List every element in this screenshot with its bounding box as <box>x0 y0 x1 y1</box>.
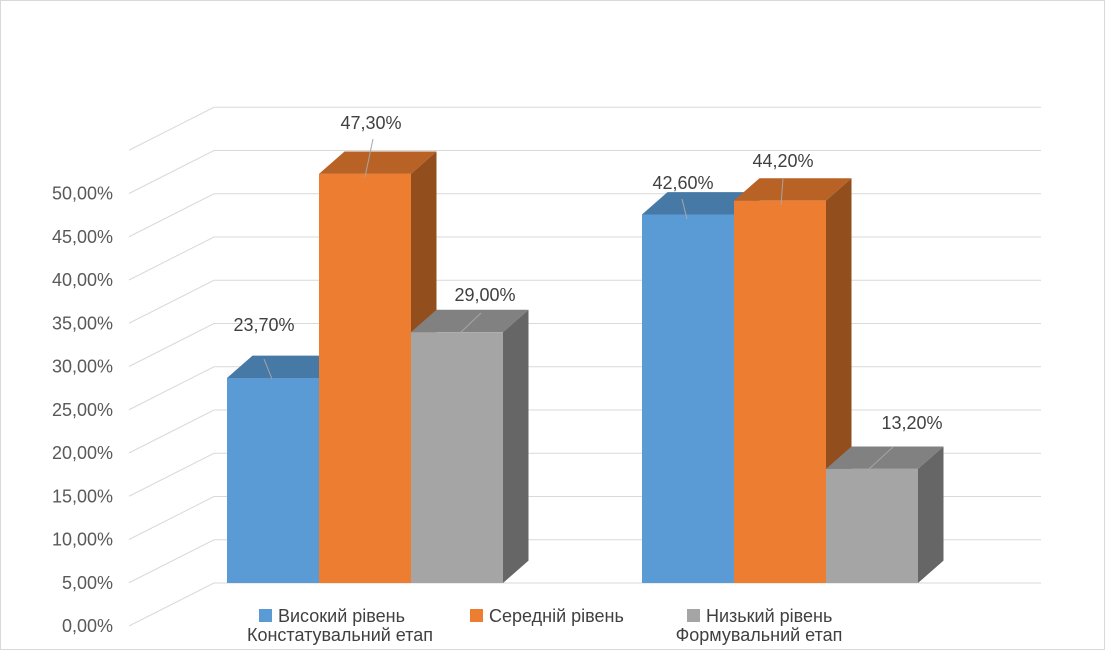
data-label: 23,70% <box>233 315 294 335</box>
data-label-leader <box>681 198 688 220</box>
gridline <box>128 236 1041 281</box>
bar-top <box>319 151 437 174</box>
legend-item: Середній рівень <box>470 606 624 626</box>
bar-front <box>734 200 826 584</box>
bar-top <box>227 355 345 378</box>
gridline <box>128 106 1041 151</box>
data-label-leader <box>868 446 894 470</box>
bar-front <box>227 377 319 583</box>
data-label: 29,00% <box>454 285 515 305</box>
data-label: 44,20% <box>752 151 813 171</box>
y-tick-label: 20,00% <box>52 443 113 463</box>
data-label: 47,30% <box>340 113 401 133</box>
bar-top <box>826 446 944 469</box>
y-axis: 0,00% 5,00% 10,00% 15,00% 20,00% 25,00% 30,00%… <box>52 184 113 637</box>
data-label-leader <box>364 138 374 178</box>
bar-3-2 <box>826 446 944 583</box>
legend-item: Низький рівень <box>687 606 832 626</box>
y-tick-label: 15,00% <box>52 486 113 506</box>
y-tick-label: 0,00% <box>62 616 113 636</box>
data-labels: 23,70% 42,60% 47,30% 44,20% 29,00% 13,20% <box>233 113 943 470</box>
data-label-leader <box>458 312 482 335</box>
bar-top <box>411 309 529 333</box>
legend-label: Низький рівень <box>706 606 832 626</box>
gridline <box>128 193 1041 238</box>
y-tick-label: 40,00% <box>52 270 113 290</box>
bars <box>227 151 944 584</box>
y-tick-label: 30,00% <box>52 357 113 377</box>
data-label-leader <box>780 178 784 206</box>
y-tick-label: 5,00% <box>62 573 113 593</box>
x-category-label: Формувальний етап <box>676 625 843 645</box>
legend: Високий рівень Середній рівень Низький рів… <box>259 606 832 626</box>
x-axis: Констатувальний етап Формувальний етап <box>247 625 842 645</box>
bar-2-2 <box>734 178 852 584</box>
y-tick-label: 25,00% <box>52 400 113 420</box>
legend-item: Високий рівень <box>259 606 405 626</box>
bar-front <box>319 173 411 584</box>
legend-swatch <box>259 609 272 622</box>
bar-top <box>734 178 852 201</box>
bar-front <box>411 332 503 583</box>
bar-3-1 <box>411 309 529 583</box>
y-tick-label: 45,00% <box>52 227 113 247</box>
y-tick-label: 10,00% <box>52 530 113 550</box>
y-tick-label: 50,00% <box>52 184 113 204</box>
data-label-leader <box>263 358 273 380</box>
data-label: 13,20% <box>881 413 942 433</box>
legend-swatch <box>470 609 483 622</box>
data-label: 42,60% <box>652 173 713 193</box>
bar-top <box>642 192 760 215</box>
legend-label: Середній рівень <box>489 606 624 626</box>
legend-label: Високий рівень <box>278 606 405 626</box>
x-category-label: Констатувальний етап <box>247 625 433 645</box>
bar-side <box>503 309 529 583</box>
y-tick-label: 35,00% <box>52 313 113 333</box>
bar-front <box>642 214 734 583</box>
legend-swatch <box>687 609 700 622</box>
bar-side <box>918 446 944 583</box>
bar-front <box>826 468 918 583</box>
gridline <box>128 150 1041 194</box>
